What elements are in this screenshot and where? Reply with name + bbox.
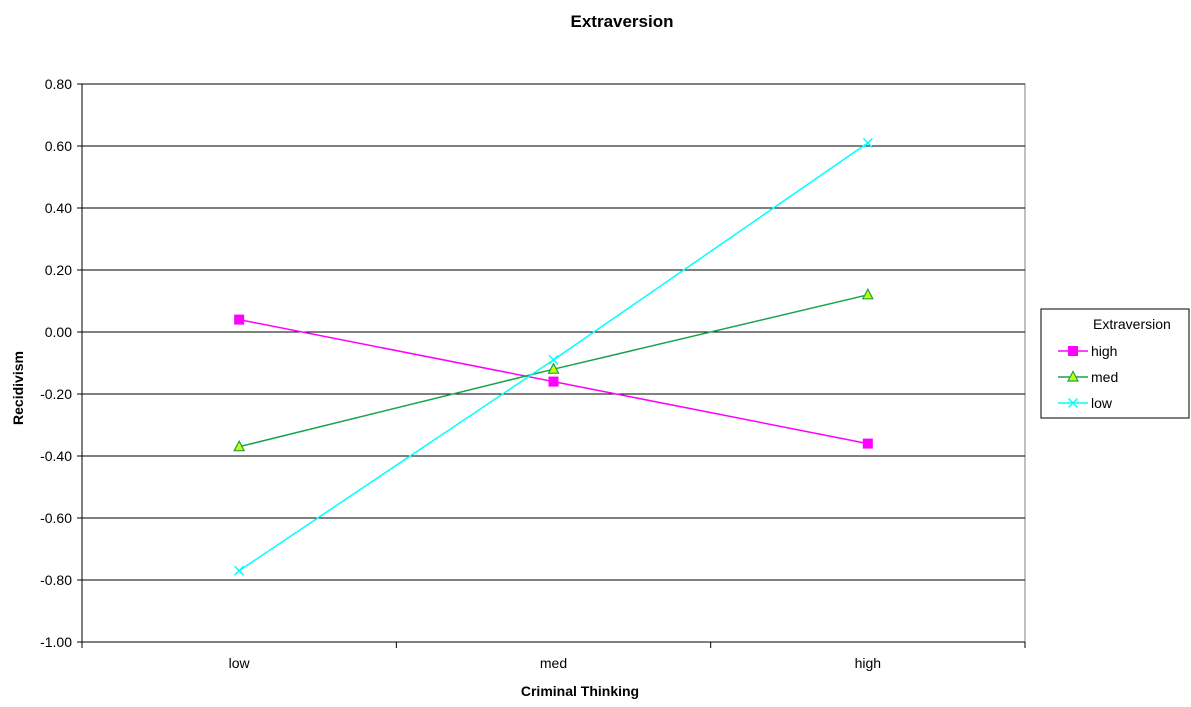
legend-item-high: high xyxy=(1058,343,1117,359)
y-tick-label: -1.00 xyxy=(40,634,72,650)
x-tick-label: med xyxy=(540,655,567,671)
legend-label: med xyxy=(1091,369,1118,385)
marker-high-high xyxy=(862,438,873,449)
marker-high-low xyxy=(234,314,245,325)
marker-med-med xyxy=(547,362,560,374)
plot-area: 0.80 0.60 0.40 0.20 0.00 -0.20 -0.40 -0.60 -0.80… xyxy=(40,76,1026,671)
legend-item-med: med xyxy=(1058,369,1118,385)
y-tick-label: 0.00 xyxy=(45,324,72,340)
x-axis-ticks: low med high xyxy=(81,641,1026,671)
series-low xyxy=(234,137,873,576)
marker-low-low xyxy=(234,565,245,576)
legend-box xyxy=(1040,308,1190,419)
marker-low-med xyxy=(548,354,559,365)
y-tick-label: -0.60 xyxy=(40,510,72,526)
marker-legend-high xyxy=(1068,346,1078,356)
y-tick-label: 0.20 xyxy=(45,262,72,278)
y-tick-label: 0.60 xyxy=(45,138,72,154)
x-tick-label: high xyxy=(855,655,881,671)
legend-label: low xyxy=(1091,395,1113,411)
marker-legend-med xyxy=(1067,370,1079,382)
series-layer xyxy=(233,137,874,576)
legend-title: Extraversion xyxy=(1093,316,1171,332)
y-axis-label: Recidivism xyxy=(10,351,26,425)
legend: Extraversion high med low xyxy=(1040,308,1190,419)
marker-legend-low xyxy=(1067,397,1079,409)
legend-items: high med low xyxy=(1058,343,1118,411)
x-tick-label: low xyxy=(229,655,251,671)
marker-med-low xyxy=(233,439,246,452)
legend-item-low: low xyxy=(1058,395,1113,411)
marker-med-high xyxy=(861,288,874,300)
y-tick-label: -0.80 xyxy=(40,572,72,588)
gridlines xyxy=(82,83,1025,581)
marker-low-high xyxy=(862,137,873,148)
series-med xyxy=(233,288,874,452)
y-axis-ticks: 0.80 0.60 0.40 0.20 0.00 -0.20 -0.40 -0.60 -0.80… xyxy=(40,76,83,650)
y-tick-label: 0.40 xyxy=(45,200,72,216)
y-tick-label: -0.40 xyxy=(40,448,72,464)
legend-label: high xyxy=(1091,343,1117,359)
chart-title: Extraversion xyxy=(571,12,674,31)
y-tick-label: -0.20 xyxy=(40,386,72,402)
x-axis-label: Criminal Thinking xyxy=(521,683,639,699)
series-high xyxy=(234,314,873,449)
y-tick-label: 0.80 xyxy=(45,76,72,92)
marker-high-med xyxy=(548,376,559,387)
